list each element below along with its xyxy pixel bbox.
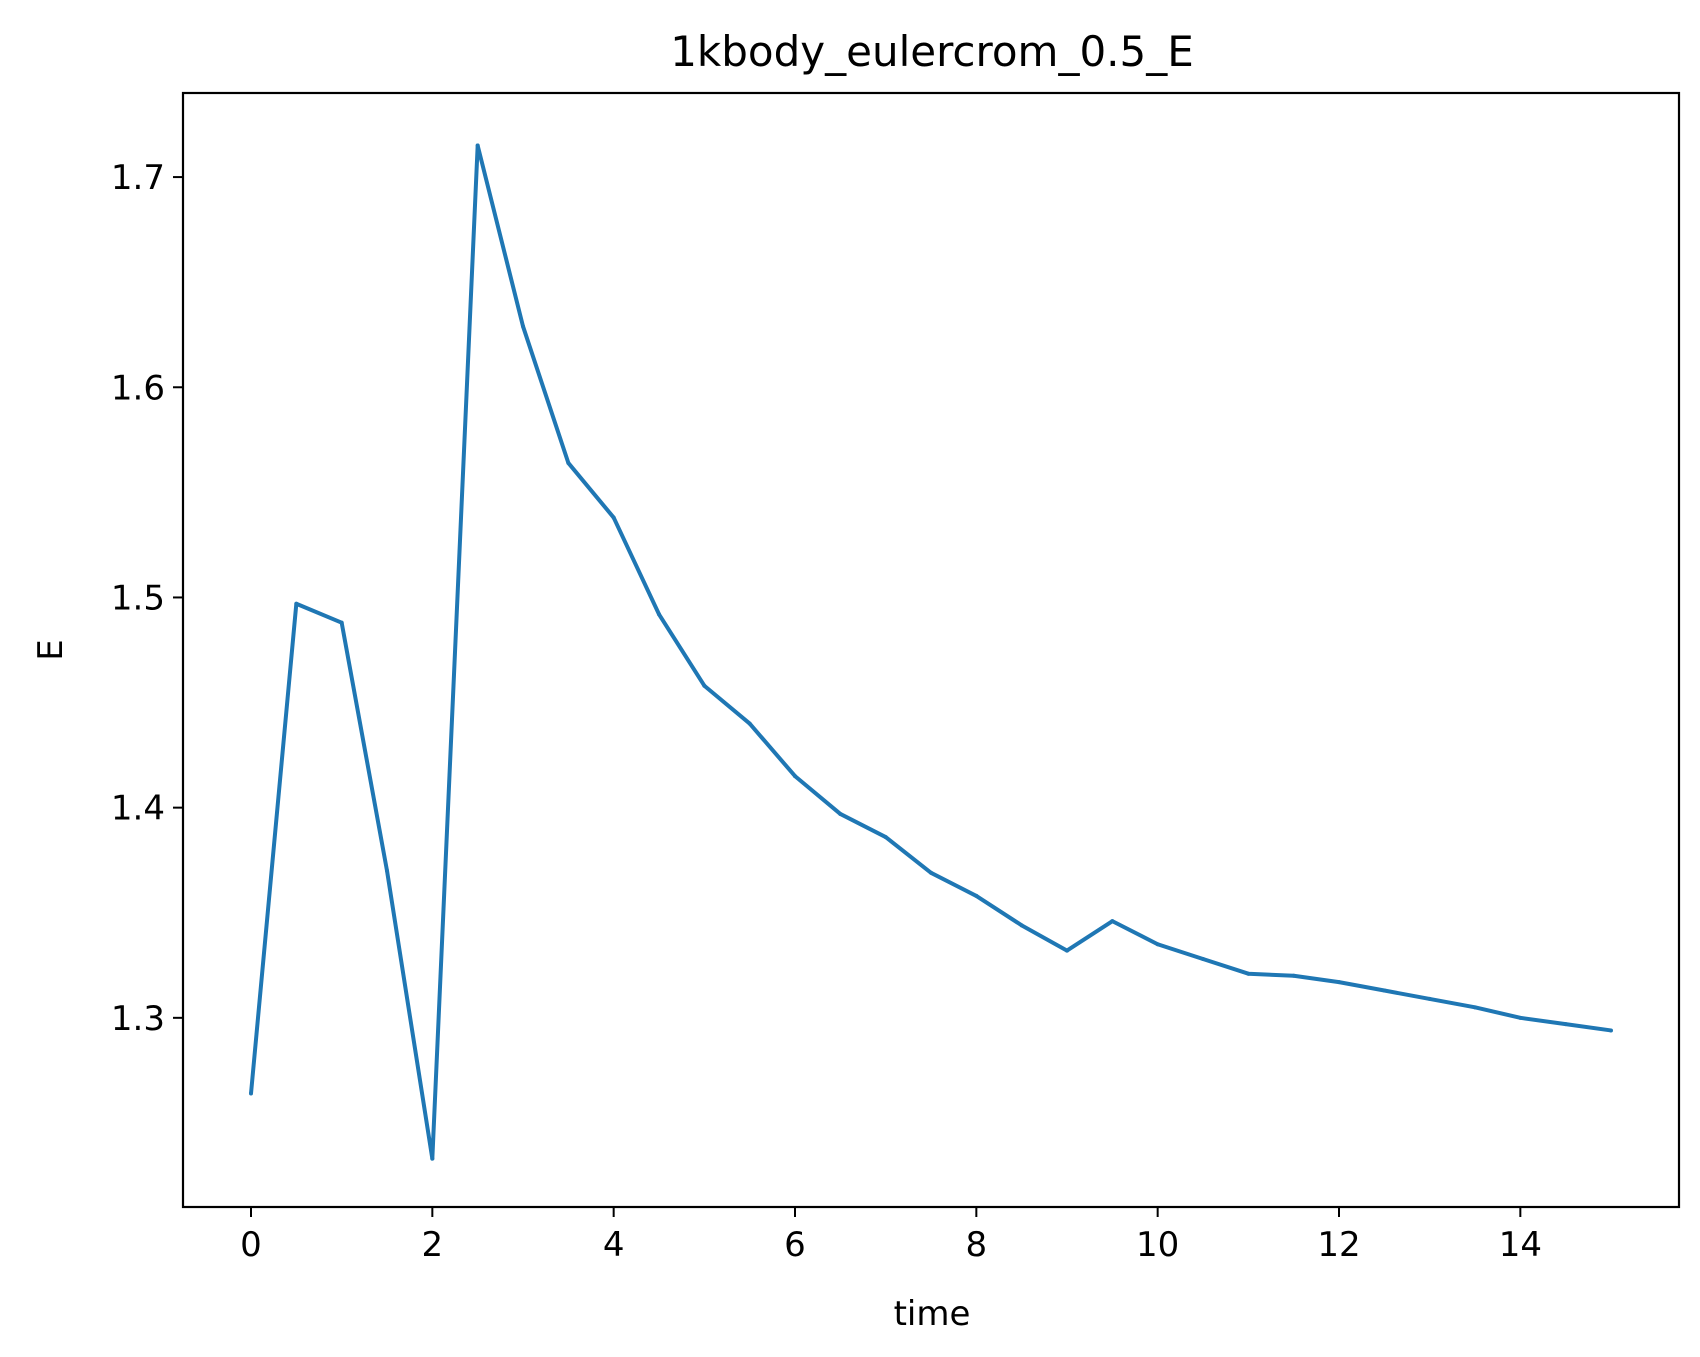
x-tick-label: 10 (1136, 1225, 1179, 1265)
data-point (1427, 996, 1432, 1001)
data-point (385, 868, 389, 873)
x-axis-label: time (894, 1294, 971, 1334)
x-tick-label: 4 (603, 1225, 625, 1265)
data-point (475, 143, 480, 148)
x-tick-label: 8 (966, 1225, 988, 1265)
data-point (974, 893, 979, 898)
data-point (249, 1091, 253, 1096)
y-tick-label: 1.3 (111, 999, 165, 1039)
data-point (1110, 919, 1115, 924)
data-point (1518, 1015, 1523, 1020)
data-point (1246, 971, 1251, 976)
data-point (747, 721, 752, 726)
data-point (1337, 980, 1341, 985)
x-axis: 0 2 4 6 8 10 12 14 (240, 1207, 1542, 1265)
y-tick-label: 1.4 (111, 789, 165, 829)
y-tick-label: 1.5 (111, 578, 165, 618)
data-point (430, 1156, 435, 1161)
data-point (1201, 956, 1205, 961)
y-tick-label: 1.6 (111, 368, 165, 408)
data-point (1473, 1005, 1477, 1010)
data-point (1563, 1022, 1568, 1027)
data-point (1382, 988, 1387, 993)
plot-frame (181, 91, 1681, 1209)
x-tick-label: 2 (422, 1225, 444, 1265)
data-point (838, 811, 843, 816)
y-tick-label: 1.7 (111, 158, 165, 198)
x-tick-label: 0 (240, 1225, 262, 1265)
data-point (793, 774, 797, 779)
data-point (1155, 942, 1160, 947)
data-point (1609, 1028, 1613, 1033)
data-point (657, 612, 661, 617)
data-point (294, 601, 299, 606)
data-point (702, 683, 707, 688)
x-tick-label: 6 (784, 1225, 806, 1265)
chart-title: 1kbody_eulercrom_0.5_E (670, 27, 1194, 76)
data-point (1019, 923, 1024, 928)
x-tick-label: 14 (1499, 1225, 1542, 1265)
data-point (339, 620, 344, 625)
y-axis: 1.3 1.4 1.5 1.6 1.7 (111, 158, 183, 1039)
data-point (611, 515, 616, 520)
data-point (1291, 973, 1296, 978)
data-point (566, 460, 571, 465)
data-point (521, 324, 525, 329)
data-point (883, 835, 888, 840)
x-tick-label: 12 (1317, 1225, 1360, 1265)
data-point (929, 870, 933, 875)
plot-series (249, 143, 1613, 1161)
data-point (1065, 948, 1069, 953)
y-axis-label: E (31, 639, 71, 660)
